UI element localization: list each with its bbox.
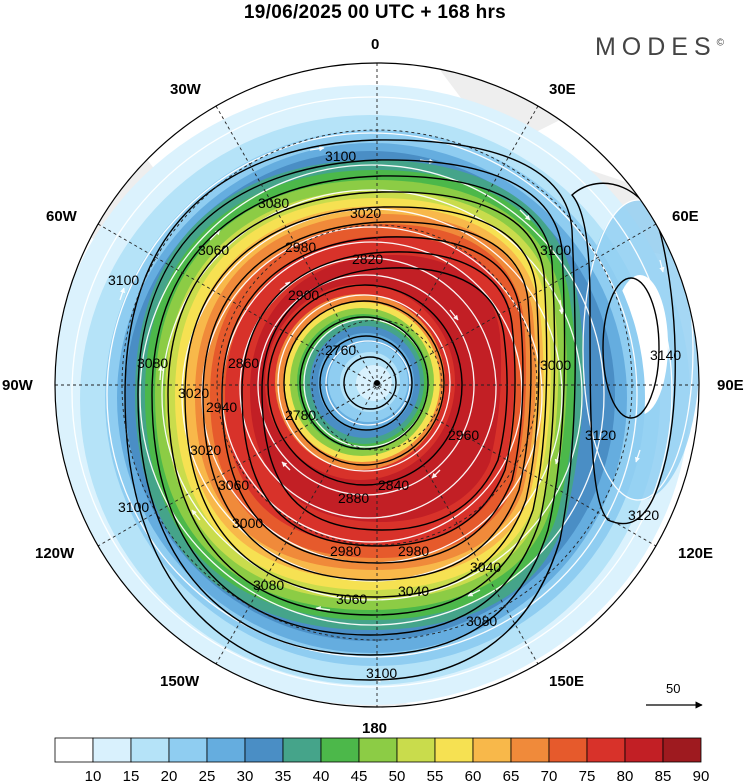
- colorbar-tick-label: 80: [617, 768, 634, 782]
- label-90e: 90E: [717, 377, 744, 394]
- contour-label: 3100: [108, 272, 139, 288]
- colorbar-tick-label: 75: [579, 768, 596, 782]
- colorbar-tick-label: 85: [655, 768, 672, 782]
- colorbar-swatch: [54, 737, 94, 763]
- contour-label: 2900: [288, 287, 319, 303]
- contour-label: 3060: [336, 591, 367, 607]
- label-180: 180: [362, 720, 387, 737]
- contour-label: 3080: [466, 613, 497, 629]
- label-30e: 30E: [549, 81, 576, 98]
- colorbar-tick-label: 25: [199, 768, 216, 782]
- contour-label: 3020: [350, 205, 381, 221]
- colorbar-tick-label: 65: [503, 768, 520, 782]
- colorbar-tick-label: 60: [465, 768, 482, 782]
- contour-label: 3060: [218, 477, 249, 493]
- colorbar-tick-label: 70: [541, 768, 558, 782]
- colorbar-swatch: [168, 737, 208, 763]
- label-90w: 90W: [2, 377, 34, 394]
- colorbar-tick-label: 30: [237, 768, 254, 782]
- contour-label: 2940: [206, 399, 237, 415]
- contour-label: 3080: [258, 195, 289, 211]
- colorbar-swatch: [130, 737, 170, 763]
- colorbar-tick-label: 15: [123, 768, 140, 782]
- label-0: 0: [371, 36, 379, 53]
- label-150w: 150W: [160, 673, 200, 690]
- label-150e: 150E: [549, 673, 584, 690]
- contour-label: 3020: [190, 442, 221, 458]
- colorbar-swatch: [662, 737, 702, 763]
- label-120w: 120W: [35, 545, 75, 562]
- contour-label: 2960: [448, 427, 479, 443]
- contour-label: 3000: [540, 357, 571, 373]
- label-120e: 120E: [678, 545, 713, 562]
- scale-arrow-label: 50: [666, 681, 680, 696]
- colorbar-swatch: [434, 737, 474, 763]
- colorbar-tick-label: 20: [161, 768, 178, 782]
- colorbar-swatch: [586, 737, 626, 763]
- contour-label: 2840: [378, 477, 409, 493]
- contour-label: 3020: [178, 385, 209, 401]
- colorbar-swatch: [358, 737, 398, 763]
- north-pole-marker: [374, 380, 380, 386]
- colorbar-swatch: [92, 737, 132, 763]
- contour-label: 3100: [366, 665, 397, 681]
- contour-label: 2820: [352, 251, 383, 267]
- contour-label: 3120: [628, 507, 659, 523]
- graticule: [55, 63, 699, 707]
- contour-label: 3080: [253, 577, 284, 593]
- contour-label: 2780: [285, 407, 316, 423]
- contour-label: 3060: [198, 242, 229, 258]
- label-60e: 60E: [672, 208, 699, 225]
- colorbar-tick-label: 40: [313, 768, 330, 782]
- contour-label: 2980: [330, 543, 361, 559]
- map-border: [54, 62, 700, 708]
- colorbar-tick-label: 10: [85, 768, 102, 782]
- colorbar-swatch: [472, 737, 512, 763]
- contour-label: 3120: [585, 427, 616, 443]
- contour-label: 3080: [137, 355, 168, 371]
- colorbar-swatch: [206, 737, 246, 763]
- colorbar: 10 15 20 25 30 35 40 45 50 55 60 65 70 75 80 85 90: [54, 737, 710, 782]
- label-60w: 60W: [46, 208, 78, 225]
- height-contours: [124, 139, 676, 681]
- colorbar-tick-label: 45: [351, 768, 368, 782]
- contour-label: 3040: [398, 583, 429, 599]
- contour-label: 2980: [398, 543, 429, 559]
- contour-label: 3000: [232, 515, 263, 531]
- colorbar-tick-label: 55: [427, 768, 444, 782]
- colorbar-swatch: [624, 737, 664, 763]
- contour-label: 2880: [338, 490, 369, 506]
- colorbar-swatch: [396, 737, 436, 763]
- map-title: 19/06/2025 00 UTC + 168 hrs: [243, 2, 507, 23]
- label-30w: 30W: [170, 81, 202, 98]
- brand-text: MODES: [594, 33, 717, 61]
- colorbar-tick-label: 50: [389, 768, 406, 782]
- contour-label: 3040: [470, 559, 501, 575]
- contour-label: 3100: [540, 242, 571, 258]
- colorbar-swatch: [282, 737, 322, 763]
- colorbar-tick-label: 90: [693, 768, 710, 782]
- modes-logo: MODES©: [595, 33, 724, 62]
- brand-mark: ©: [716, 37, 724, 49]
- colorbar-swatch: [548, 737, 588, 763]
- contour-label: 3100: [325, 148, 356, 164]
- contour-label: 2760: [325, 342, 356, 358]
- colorbar-tick-label: 35: [275, 768, 292, 782]
- colorbar-swatch: [244, 737, 284, 763]
- colorbar-swatch: [510, 737, 550, 763]
- contour-label: 3140: [650, 347, 681, 363]
- colorbar-swatch: [320, 737, 360, 763]
- contour-label: 3100: [118, 499, 149, 515]
- contour-label: 2860: [228, 355, 259, 371]
- contour-label: 2980: [285, 239, 316, 255]
- contour-label-group: 3100 3080 3060 3020 2980 2820 2900 2860 …: [108, 148, 681, 681]
